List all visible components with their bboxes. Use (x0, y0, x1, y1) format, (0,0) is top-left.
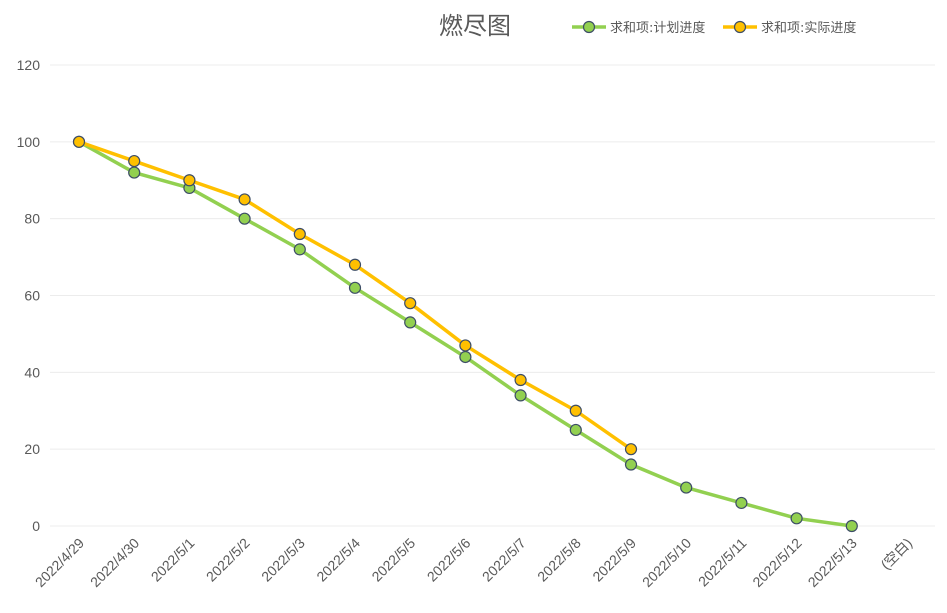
gridlines (50, 64, 935, 527)
data-point (128, 166, 141, 179)
x-tick-label: 2022/5/4 (313, 535, 363, 585)
data-point (238, 212, 251, 225)
y-axis-ticks: 0 20 40 60 80 100 120 (17, 57, 41, 534)
data-point (183, 174, 196, 187)
data-point (624, 458, 638, 471)
data-point (348, 281, 362, 294)
x-tick-label: 2022/5/3 (258, 535, 308, 585)
data-point (348, 258, 362, 271)
x-tick-label: (空白) (877, 535, 915, 573)
x-tick-label: 2022/5/13 (805, 535, 861, 591)
series-1 (72, 135, 858, 533)
data-point (514, 389, 527, 402)
data-point (404, 297, 417, 310)
data-point (72, 135, 86, 148)
chart-title: 燃尽图 (439, 12, 511, 40)
data-point (569, 404, 582, 417)
data-point (514, 373, 527, 387)
data-point (680, 481, 693, 494)
series-layer (72, 135, 858, 533)
x-tick-label: 2022/4/30 (87, 535, 143, 591)
data-point (790, 512, 803, 525)
y-tick-label: 120 (17, 57, 41, 73)
series-line (77, 140, 854, 528)
series-2 (72, 135, 638, 456)
x-tick-label: 2022/5/5 (368, 535, 418, 585)
x-tick-label: 2022/5/12 (749, 535, 805, 591)
y-tick-label: 60 (24, 288, 40, 304)
x-tick-label: 2022/5/9 (589, 535, 639, 585)
data-point (459, 339, 472, 352)
data-point (293, 227, 306, 241)
data-point (624, 443, 638, 456)
data-point (404, 316, 417, 329)
x-tick-label: 2022/5/7 (479, 535, 529, 585)
x-tick-label: 2022/5/6 (424, 535, 474, 585)
legend-label: 求和项:实际进度 (761, 20, 856, 36)
x-tick-label: 2022/5/2 (203, 535, 253, 585)
x-tick-label: 2022/5/11 (695, 535, 750, 590)
data-point (238, 193, 251, 206)
data-point (293, 243, 306, 256)
legend-marker (582, 20, 596, 34)
x-tick-label: 2022/5/10 (639, 535, 695, 591)
legend-item-2: 求和项:实际进度 (723, 20, 856, 36)
y-tick-label: 40 (24, 364, 40, 380)
x-tick-label: 2022/4/29 (32, 535, 88, 591)
data-point (128, 154, 141, 168)
y-tick-label: 80 (24, 211, 40, 227)
legend-label: 求和项:计划进度 (610, 20, 705, 36)
x-tick-label: 2022/5/1 (148, 535, 198, 585)
legend-marker (733, 20, 747, 34)
y-tick-label: 0 (32, 518, 40, 534)
data-point (569, 423, 582, 437)
data-point (459, 350, 472, 364)
legend-item-1: 求和项:计划进度 (572, 20, 705, 36)
data-point (735, 496, 748, 510)
chart-legend: 求和项:计划进度 求和项:实际进度 (572, 20, 856, 36)
y-tick-label: 100 (17, 134, 41, 150)
data-point (845, 519, 858, 533)
x-axis-ticks: 2022/4/29 2022/4/30 2022/5/1 2022/5/2 2022/5… (32, 535, 915, 591)
x-tick-label: 2022/5/8 (534, 535, 584, 585)
y-tick-label: 20 (24, 441, 40, 457)
